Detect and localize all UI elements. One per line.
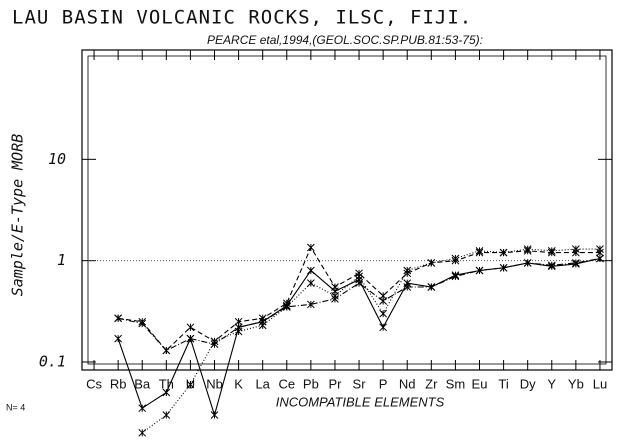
marker — [138, 404, 147, 413]
x-tick-label: Pr — [328, 376, 342, 391]
marker — [427, 283, 436, 291]
marker — [596, 245, 604, 253]
marker — [138, 428, 147, 437]
x-axis-label: INCOMPATIBLE ELEMENTS — [276, 394, 445, 409]
x-tick-label: Sm — [446, 376, 466, 391]
marker — [547, 246, 556, 255]
x-tick-label: Th — [159, 376, 174, 391]
x-tick-label: Sr — [353, 376, 367, 391]
marker — [210, 411, 219, 419]
marker — [379, 297, 387, 305]
chart-subtitle: PEARCE etal,1994,(GEOL.SOC.SP.PUB.81:53-… — [207, 33, 483, 47]
marker — [114, 334, 122, 343]
marker — [282, 303, 291, 311]
x-tick-label: Ce — [278, 376, 295, 391]
x-tick-label: Nd — [399, 376, 416, 391]
marker — [355, 272, 363, 281]
marker — [307, 279, 315, 288]
x-tick-label: Pb — [303, 376, 319, 391]
x-tick-label: P — [379, 376, 388, 391]
x-tick-label: K — [234, 376, 243, 391]
x-tick-label: Ba — [134, 376, 151, 391]
marker — [451, 254, 460, 263]
marker — [475, 266, 484, 275]
marker — [427, 259, 436, 267]
marker — [138, 319, 147, 328]
marker — [162, 411, 171, 419]
marker — [523, 259, 532, 267]
x-tick-label: Ti — [498, 376, 508, 391]
marker — [307, 266, 315, 275]
marker — [331, 294, 339, 303]
marker — [186, 380, 195, 389]
x-tick-label: Dy — [520, 376, 536, 391]
x-tick-label: Rb — [110, 376, 127, 391]
x-tick-label: Zr — [425, 376, 438, 391]
x-tick-label: Nb — [206, 376, 223, 391]
chart-title: LAU BASIN VOLCANIC ROCKS, ILSC, FIJI. — [12, 7, 472, 29]
plot-frame — [81, 49, 613, 371]
plot-frame-inner — [87, 55, 607, 365]
y-axis-label: Sample/E-Type MORB — [9, 134, 27, 297]
series-line — [141, 248, 600, 434]
marker — [210, 340, 219, 349]
marker — [162, 346, 171, 355]
marker — [523, 245, 532, 253]
x-tick-label: La — [255, 376, 270, 391]
marker — [162, 388, 171, 397]
x-tick-label: Yb — [568, 376, 584, 391]
y-tick-label: 10 — [48, 150, 66, 168]
marker — [499, 263, 508, 272]
marker — [186, 334, 195, 343]
marker — [596, 254, 604, 263]
marker — [475, 246, 484, 255]
marker — [307, 300, 315, 309]
annotation: N= 4 — [6, 402, 25, 412]
x-tick-label: Lu — [593, 376, 607, 391]
marker — [258, 317, 267, 326]
marker — [403, 266, 412, 275]
marker — [572, 245, 580, 253]
x-tick-label: Eu — [472, 376, 488, 391]
marker — [403, 283, 412, 291]
marker — [234, 323, 243, 332]
marker — [572, 259, 580, 267]
marker — [451, 272, 460, 281]
marker — [499, 248, 508, 257]
x-tick-label: Cs — [86, 376, 102, 391]
marker — [379, 323, 387, 332]
series-line — [118, 246, 600, 352]
marker — [331, 283, 339, 291]
y-tick-label: 0.1 — [39, 353, 66, 371]
marker — [307, 243, 315, 252]
marker — [114, 314, 122, 323]
marker — [186, 323, 195, 332]
marker — [355, 279, 363, 288]
marker — [547, 261, 556, 270]
marker — [379, 309, 387, 318]
y-tick-label: 1 — [57, 251, 66, 269]
x-tick-label: Y — [547, 376, 556, 391]
